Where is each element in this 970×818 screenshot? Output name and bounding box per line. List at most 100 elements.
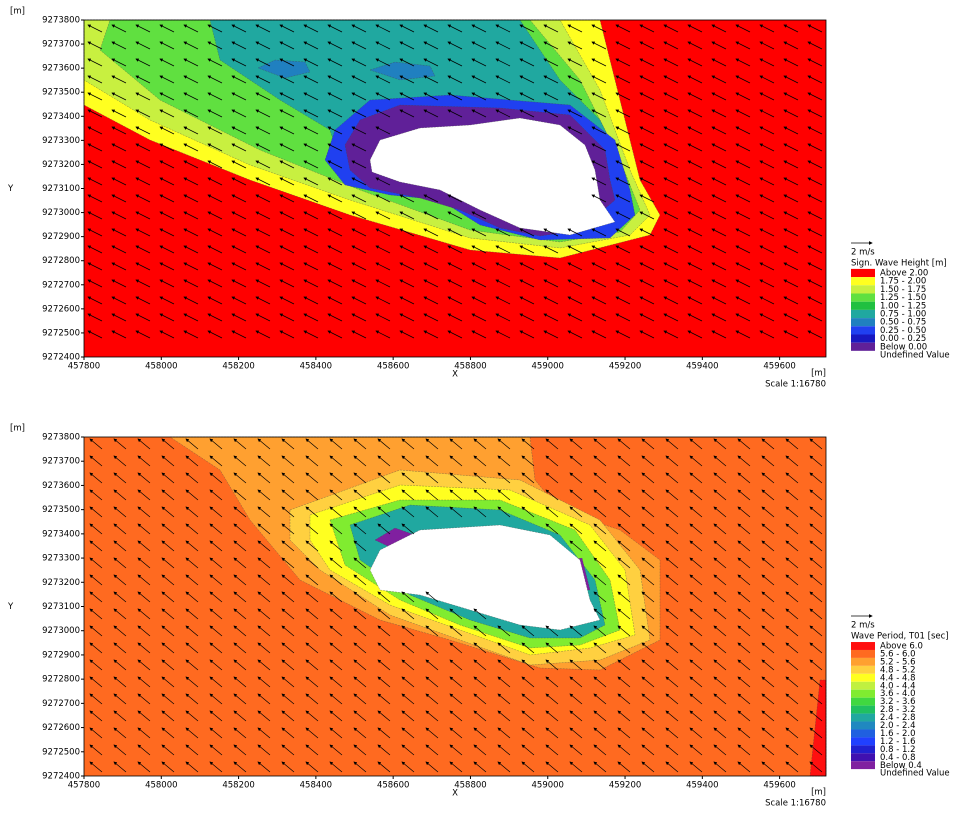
vector-arrow xyxy=(735,245,751,254)
vector-arrow xyxy=(639,109,655,118)
vector-arrow xyxy=(473,608,487,620)
vector-arrow xyxy=(807,143,823,152)
vector-arrow xyxy=(519,245,535,254)
vector-arrow xyxy=(615,177,631,186)
vector-arrow xyxy=(807,330,823,339)
vector-arrow xyxy=(401,472,415,484)
vector-arrow xyxy=(351,194,367,203)
vector-arrow xyxy=(761,557,775,569)
vector-arrow xyxy=(593,608,607,620)
vector-arrow xyxy=(113,523,127,535)
vector-arrow xyxy=(305,591,319,603)
vector-arrow xyxy=(761,608,775,620)
vector-arrow xyxy=(209,659,223,671)
x-unit: [m] xyxy=(811,369,826,379)
vector-arrow xyxy=(279,41,295,50)
vector-arrow xyxy=(783,58,799,67)
vector-arrow xyxy=(135,24,151,33)
vector-arrow xyxy=(641,693,655,705)
vector-arrow xyxy=(593,489,607,501)
vector-arrow xyxy=(567,296,583,305)
vector-arrow xyxy=(257,608,271,620)
legend-swatch xyxy=(851,642,875,650)
vector-arrow xyxy=(495,296,511,305)
vector-arrow xyxy=(759,228,775,237)
x-tick-label: 459000 xyxy=(532,362,564,372)
vector-arrow xyxy=(375,109,391,118)
vector-arrow xyxy=(471,109,487,118)
vector-arrow xyxy=(209,710,223,722)
vector-arrow xyxy=(425,710,439,722)
vector-arrow xyxy=(423,41,439,50)
vector-arrow xyxy=(615,279,631,288)
vector-arrow xyxy=(759,109,775,118)
vector-arrow xyxy=(137,455,151,467)
vector-arrow xyxy=(425,744,439,756)
vector-arrow xyxy=(665,642,679,654)
x-tick-label: 459400 xyxy=(686,781,718,791)
vector-arrow xyxy=(663,228,679,237)
vector-arrow xyxy=(279,143,295,152)
vector-arrow xyxy=(543,245,559,254)
vector-arrow xyxy=(641,676,655,688)
vector-arrow xyxy=(737,625,751,637)
vector-arrow xyxy=(327,109,343,118)
vector-arrow xyxy=(711,177,727,186)
vector-arrow xyxy=(257,761,271,773)
vector-arrow xyxy=(279,211,295,220)
vector-arrow xyxy=(377,608,391,620)
y-tick-label: 9273800 xyxy=(42,16,80,26)
vector-arrow xyxy=(569,438,583,450)
vector-arrow xyxy=(137,506,151,518)
vector-arrow xyxy=(233,659,247,671)
vector-arrow xyxy=(759,92,775,101)
vector-arrow xyxy=(351,211,367,220)
vector-arrow xyxy=(497,676,511,688)
legend-label: 1.25 - 1.50 xyxy=(880,293,926,303)
vector-arrow xyxy=(519,296,535,305)
vector-arrow xyxy=(689,625,703,637)
vector-arrow xyxy=(137,625,151,637)
vector-arrow xyxy=(305,438,319,450)
vector-arrow xyxy=(593,557,607,569)
vector-arrow xyxy=(377,438,391,450)
vector-arrow xyxy=(495,279,511,288)
vector-arrow xyxy=(759,211,775,220)
vector-arrow xyxy=(663,279,679,288)
vector-arrow xyxy=(329,438,343,450)
vector-arrow xyxy=(783,24,799,33)
vector-arrow xyxy=(783,109,799,118)
vector-arrow xyxy=(159,92,175,101)
vector-arrow xyxy=(713,557,727,569)
vector-arrow xyxy=(761,574,775,586)
vector-arrow xyxy=(639,24,655,33)
vector-arrow xyxy=(471,58,487,67)
vector-arrow xyxy=(329,557,343,569)
vector-arrow xyxy=(737,676,751,688)
vector-arrow xyxy=(639,92,655,101)
vector-arrow xyxy=(207,24,223,33)
vector-arrow xyxy=(759,194,775,203)
vector-arrow xyxy=(665,625,679,637)
vector-arrow xyxy=(281,574,295,586)
vector-arrow xyxy=(257,506,271,518)
vector-arrow xyxy=(303,92,319,101)
vector-arrow xyxy=(639,58,655,67)
vector-arrow xyxy=(303,58,319,67)
vector-arrow xyxy=(351,160,367,169)
vector-arrow xyxy=(713,744,727,756)
vector-arrow xyxy=(545,472,559,484)
vector-arrow xyxy=(87,279,103,288)
vector-arrow xyxy=(329,693,343,705)
vector-arrow xyxy=(641,472,655,484)
vector-arrow xyxy=(353,455,367,467)
vector-arrow xyxy=(233,591,247,603)
vector-arrow xyxy=(447,296,463,305)
vector-arrow xyxy=(593,710,607,722)
vector-arrow xyxy=(305,455,319,467)
vector-scale-label: 2 m/s xyxy=(851,621,875,631)
vector-arrow xyxy=(689,761,703,773)
vector-arrow xyxy=(111,177,127,186)
vector-arrow xyxy=(281,438,295,450)
vector-arrow xyxy=(159,75,175,84)
